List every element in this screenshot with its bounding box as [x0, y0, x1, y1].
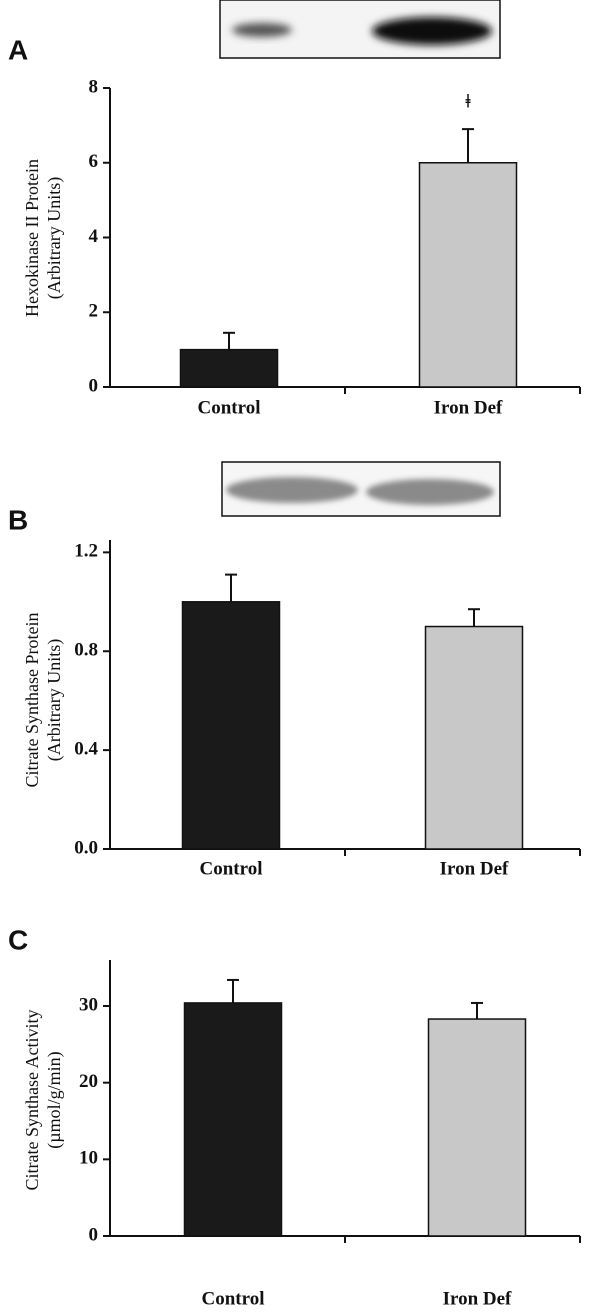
- panel-label: A: [8, 34, 28, 65]
- y-tick-label: 20: [79, 1071, 98, 1092]
- y-tick-label: 4: [89, 226, 99, 247]
- y-tick-label: 1.2: [74, 541, 98, 562]
- y-axis-label: Citrate Synthase Protein: [22, 613, 42, 788]
- western-blot-a: [219, 0, 501, 59]
- y-axis-label: Citrate Synthase Activity: [22, 1010, 42, 1191]
- y-tick-label: 0.0: [74, 837, 98, 858]
- x-tick-label: Control: [202, 1288, 265, 1309]
- x-tick-label: Control: [200, 858, 263, 879]
- panel-label: B: [8, 504, 28, 535]
- bar: [424, 625, 524, 850]
- y-tick-label: 0.8: [74, 640, 98, 661]
- y-tick-label: 0: [89, 1224, 99, 1245]
- y-axis-label: (Arbitrary Units): [44, 177, 65, 299]
- y-tick-label: 0.4: [74, 738, 98, 759]
- y-tick-label: 8: [89, 76, 99, 97]
- panel-label: C: [8, 924, 28, 955]
- bar: [181, 601, 281, 850]
- y-tick-label: 2: [89, 301, 99, 322]
- y-axis-label: (µmol/g/min): [44, 1051, 65, 1148]
- bar: [179, 348, 279, 388]
- y-axis-label: (Arbitrary Units): [44, 639, 65, 761]
- y-tick-label: 6: [89, 151, 99, 172]
- y-tick-label: 30: [79, 994, 98, 1015]
- x-tick-label: Iron Def: [440, 858, 509, 879]
- bar: [183, 1002, 283, 1237]
- x-tick-label: Iron Def: [443, 1288, 512, 1309]
- x-tick-label: Control: [198, 397, 261, 418]
- y-axis-label: Hexokinase II Protein: [22, 159, 42, 317]
- y-tick-label: 0: [89, 375, 99, 396]
- bar: [427, 1018, 527, 1237]
- western-blot-b: [221, 461, 501, 517]
- annotation: ǂ: [465, 91, 471, 112]
- x-tick-label: Iron Def: [434, 397, 503, 418]
- bar: [418, 162, 518, 388]
- y-tick-label: 10: [79, 1148, 98, 1169]
